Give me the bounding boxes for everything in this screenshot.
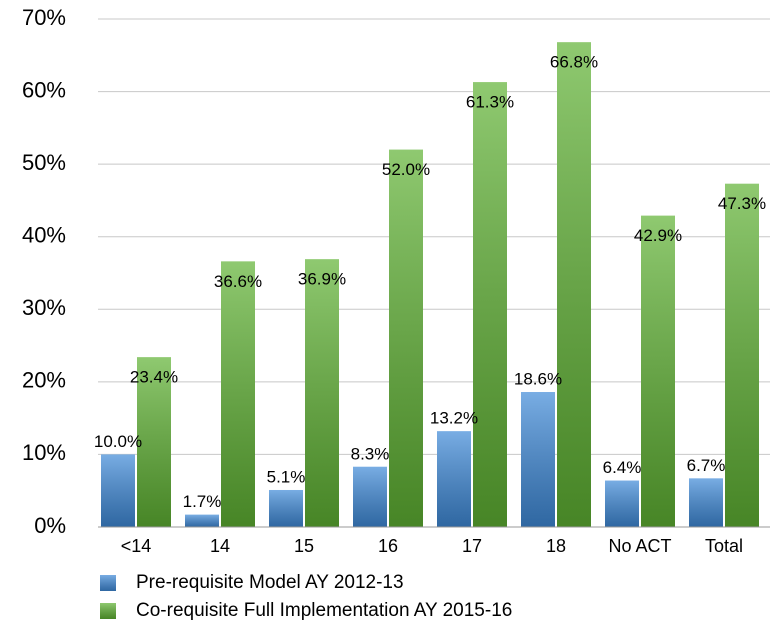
legend-swatch-shade (100, 575, 116, 591)
data-label: 10.0% (94, 432, 142, 451)
bar-shade (725, 183, 759, 528)
data-label: 18.6% (514, 370, 562, 389)
data-label: 6.7% (687, 456, 726, 475)
bar-shade (641, 215, 675, 527)
bar-shade (101, 454, 135, 527)
data-label: 66.8% (550, 53, 598, 72)
data-label: 61.3% (466, 93, 514, 112)
bar-shade (185, 514, 219, 527)
x-tick-label: 14 (210, 536, 230, 556)
bar-shade (473, 82, 507, 527)
data-label: 52.0% (382, 160, 430, 179)
x-tick-label: 18 (546, 536, 566, 556)
data-label: 36.6% (214, 272, 262, 291)
y-tick-label: 50% (22, 150, 66, 175)
x-tick-label: No ACT (608, 536, 671, 556)
x-tick-label: 16 (378, 536, 398, 556)
y-tick-label: 40% (22, 223, 66, 248)
x-tick-label: 15 (294, 536, 314, 556)
y-tick-label: 20% (22, 368, 66, 393)
bar-shade (521, 392, 555, 527)
data-label: 5.1% (267, 467, 306, 486)
legend-label: Pre-requisite Model AY 2012-13 (136, 572, 404, 593)
data-label: 23.4% (130, 368, 178, 387)
y-tick-label: 60% (22, 77, 66, 102)
bar-shade (689, 478, 723, 527)
x-tick-label: Total (705, 536, 743, 556)
bar-shade (221, 261, 255, 527)
bar-shade (269, 489, 303, 527)
bar-shade (389, 149, 423, 527)
x-tick-label: 17 (462, 536, 482, 556)
data-label: 8.3% (351, 444, 390, 463)
legend-label: Co-requisite Full Implementation AY 2015… (136, 600, 512, 621)
x-tick-label: <14 (121, 536, 152, 556)
data-label: 47.3% (718, 194, 766, 213)
data-label: 1.7% (183, 492, 222, 511)
data-label: 6.4% (603, 458, 642, 477)
bar-shade (137, 357, 171, 527)
bar-shade (305, 259, 339, 527)
y-tick-label: 10% (22, 440, 66, 465)
bar-shade (353, 466, 387, 527)
data-label: 36.9% (298, 270, 346, 289)
data-label: 13.2% (430, 409, 478, 428)
legend-swatch-shade (100, 603, 116, 619)
bar-shade (605, 480, 639, 527)
y-tick-label: 70% (22, 5, 66, 30)
y-tick-label: 0% (34, 513, 66, 538)
bar-shade (437, 431, 471, 527)
data-label: 42.9% (634, 226, 682, 245)
bar-shade (557, 42, 591, 527)
y-tick-label: 30% (22, 295, 66, 320)
